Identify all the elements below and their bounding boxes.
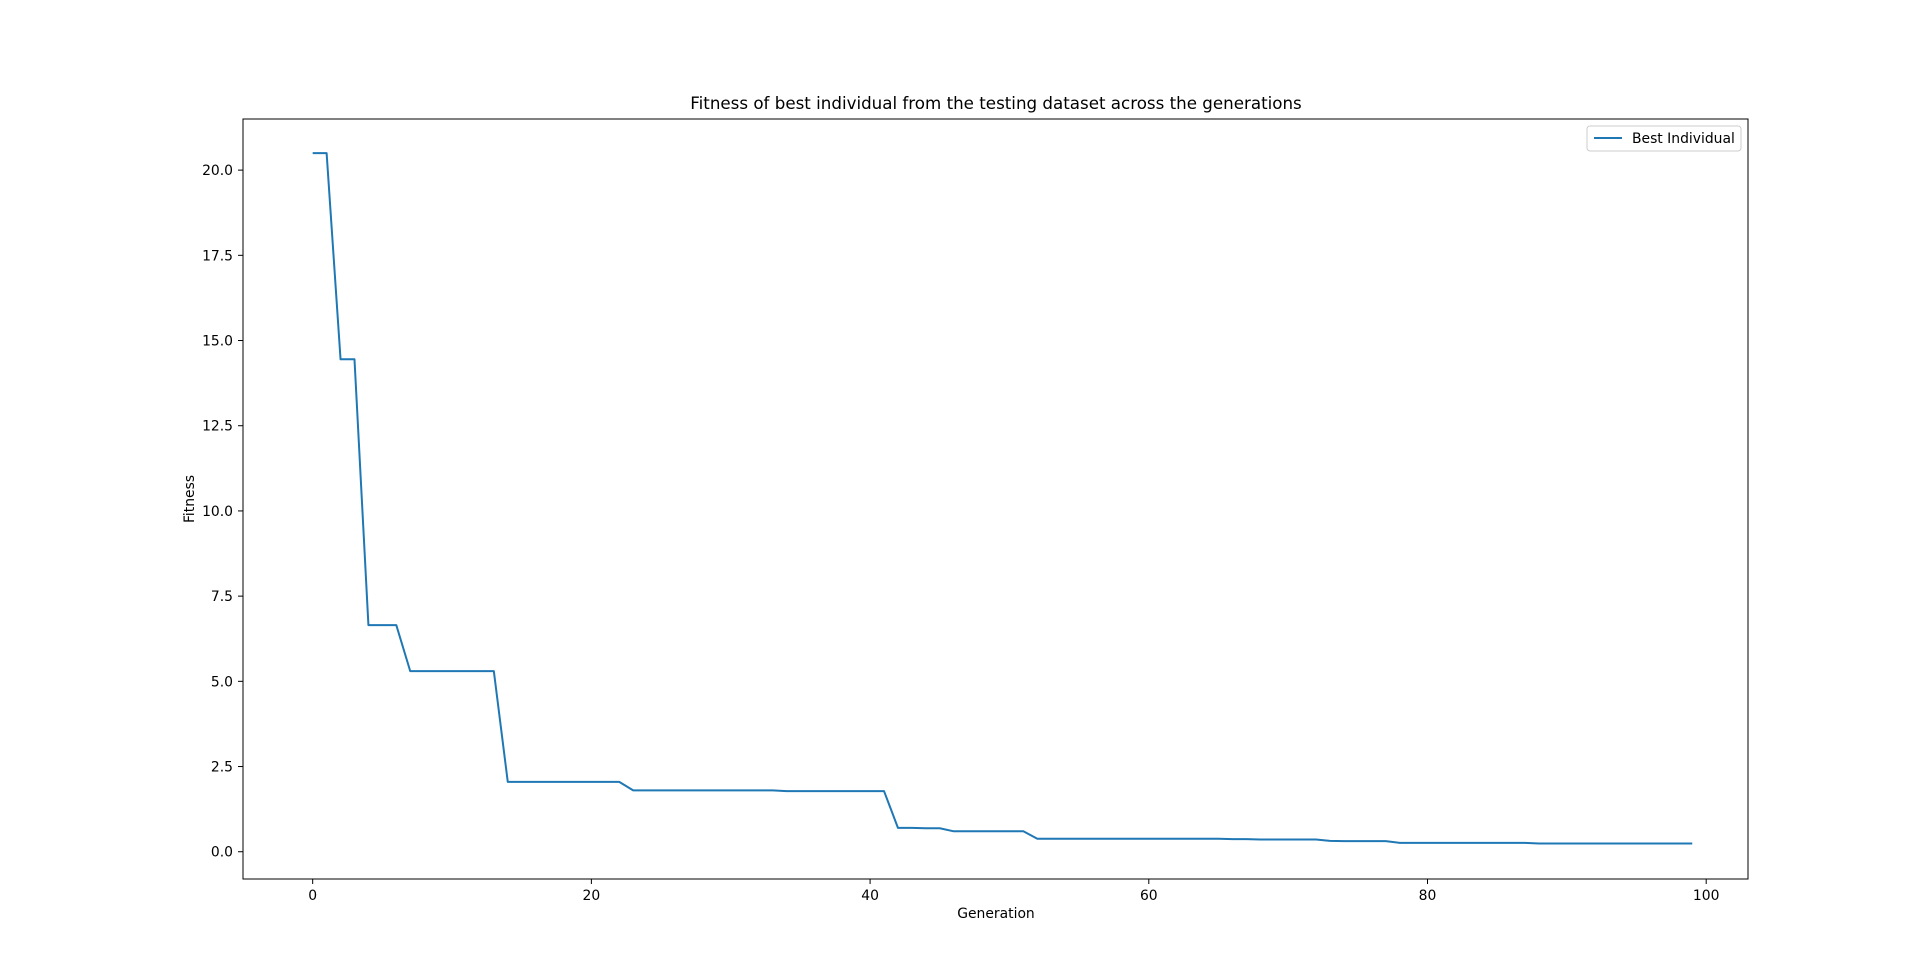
y-tick-label: 5.0	[211, 674, 233, 690]
series-layer	[312, 152, 1693, 845]
x-tick-label: 80	[1419, 888, 1437, 904]
x-tick-label: 20	[583, 888, 601, 904]
y-tick-label: 2.5	[211, 760, 233, 776]
y-tick-label: 15.0	[202, 334, 233, 350]
x-axis-ticks: 0 20 40 60 80 100	[308, 879, 1719, 904]
x-axis-label: Generation	[957, 906, 1035, 922]
y-tick-label: 0.0	[211, 845, 233, 861]
axes-frame	[242, 118, 1749, 880]
series-line-best-individual	[312, 152, 1693, 845]
plot-area: 0 20 40 60 80 100 0.0 2.5 5.0 7.5 10.0 12.5 15.0 17.…	[202, 118, 1749, 904]
y-tick-label: 17.5	[202, 248, 233, 264]
legend-box	[1586, 125, 1742, 152]
x-tick-label: 100	[1693, 888, 1720, 904]
y-tick-label: 7.5	[211, 589, 233, 605]
y-tick-label: 10.0	[202, 504, 233, 520]
y-tick-label: 12.5	[202, 419, 233, 435]
y-axis-label: Fitness	[182, 475, 198, 523]
y-axis-ticks: 0.0 2.5 5.0 7.5 10.0 12.5 15.0 17.5 20.0	[202, 163, 243, 861]
x-tick-label: 40	[861, 888, 879, 904]
x-tick-label: 0	[308, 888, 317, 904]
legend: Best Individual	[1586, 125, 1742, 152]
y-tick-label: 20.0	[202, 163, 233, 179]
x-tick-label: 60	[1140, 888, 1158, 904]
chart-title: Fitness of best individual from the test…	[690, 93, 1302, 113]
legend-label: Best Individual	[1632, 131, 1735, 147]
